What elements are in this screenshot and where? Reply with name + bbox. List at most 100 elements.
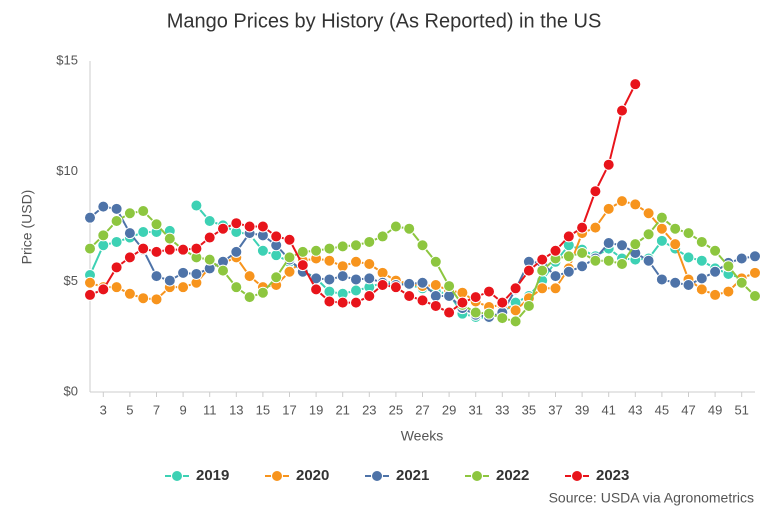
data-point xyxy=(97,239,110,252)
data-point xyxy=(642,228,655,241)
legend-label: 2023 xyxy=(596,467,629,484)
data-point xyxy=(310,283,323,296)
data-point xyxy=(549,244,562,257)
data-point xyxy=(243,291,256,304)
x-tick-label: 23 xyxy=(362,402,376,417)
x-tick-label: 45 xyxy=(655,402,669,417)
y-tick-label: $5 xyxy=(64,273,78,288)
source-note: Source: USDA via Agronometrics xyxy=(549,490,754,506)
data-point xyxy=(190,267,203,280)
data-point xyxy=(749,290,761,303)
data-point xyxy=(163,232,176,245)
x-axis-label: Weeks xyxy=(401,428,444,444)
data-point xyxy=(363,290,376,303)
data-point xyxy=(429,290,442,303)
x-tick-label: 37 xyxy=(548,402,562,417)
legend-label: 2022 xyxy=(496,467,529,484)
data-point xyxy=(549,270,562,283)
data-point xyxy=(602,158,615,171)
data-point xyxy=(722,260,735,273)
data-point xyxy=(336,260,349,273)
data-point xyxy=(123,227,136,240)
data-point xyxy=(709,288,722,301)
data-point xyxy=(735,276,748,289)
data-point xyxy=(536,282,549,295)
data-point xyxy=(350,239,362,252)
legend-swatch xyxy=(571,470,583,482)
x-tick-label: 9 xyxy=(179,402,186,417)
data-point xyxy=(110,281,123,294)
data-point xyxy=(602,202,615,215)
data-point xyxy=(283,233,296,246)
data-point xyxy=(403,277,416,290)
data-point xyxy=(350,296,362,309)
data-point xyxy=(243,220,256,233)
data-point xyxy=(243,270,256,283)
data-point xyxy=(655,234,668,247)
data-point xyxy=(336,270,349,283)
data-point xyxy=(123,207,136,220)
data-point xyxy=(270,230,283,243)
data-point xyxy=(602,254,615,267)
data-point xyxy=(217,222,229,235)
data-point xyxy=(150,245,163,258)
data-point xyxy=(669,238,682,251)
legend-label: 2021 xyxy=(396,467,429,484)
data-point xyxy=(403,222,416,235)
data-point xyxy=(203,214,216,227)
data-point xyxy=(576,260,589,273)
data-point xyxy=(110,202,123,215)
legend-label: 2019 xyxy=(196,467,229,484)
x-tick-label: 25 xyxy=(389,402,403,417)
data-point xyxy=(509,282,522,295)
data-point xyxy=(270,271,283,284)
data-point xyxy=(137,292,150,305)
legend-swatch xyxy=(371,470,383,482)
data-point xyxy=(283,251,296,264)
data-point xyxy=(562,250,575,263)
data-point xyxy=(443,280,456,293)
data-point xyxy=(655,222,668,235)
x-tick-label: 51 xyxy=(734,402,748,417)
data-point xyxy=(429,255,442,268)
data-point xyxy=(203,253,216,266)
data-point xyxy=(483,285,495,298)
data-point xyxy=(283,265,296,278)
x-tick-label: 27 xyxy=(415,402,429,417)
y-tick-label: $0 xyxy=(64,383,78,398)
data-point xyxy=(669,276,682,289)
data-point xyxy=(416,239,429,252)
data-point xyxy=(150,270,163,283)
data-point xyxy=(323,242,336,255)
x-tick-label: 43 xyxy=(628,402,642,417)
x-tick-label: 29 xyxy=(442,402,456,417)
data-point xyxy=(522,264,535,277)
data-point xyxy=(655,211,668,224)
data-point xyxy=(376,278,389,291)
data-point xyxy=(616,258,628,271)
data-point xyxy=(217,264,229,277)
x-tick-label: 31 xyxy=(468,402,482,417)
x-tick-label: 35 xyxy=(522,402,536,417)
data-point xyxy=(150,293,163,306)
data-point xyxy=(655,273,668,286)
data-point xyxy=(230,281,243,294)
data-point xyxy=(310,244,323,257)
data-point xyxy=(709,244,722,257)
data-point xyxy=(629,238,642,251)
x-tick-label: 33 xyxy=(495,402,509,417)
data-point xyxy=(682,227,695,240)
data-point xyxy=(695,283,708,296)
data-point xyxy=(562,265,575,278)
x-tick-label: 47 xyxy=(681,402,695,417)
data-point xyxy=(416,294,429,307)
x-tick-label: 15 xyxy=(256,402,270,417)
data-point xyxy=(456,286,469,299)
data-point xyxy=(509,315,522,328)
data-point xyxy=(363,235,376,248)
data-point xyxy=(389,281,402,294)
data-point xyxy=(137,226,150,239)
data-point xyxy=(642,254,655,267)
x-tick-label: 49 xyxy=(708,402,722,417)
data-point xyxy=(695,272,708,285)
